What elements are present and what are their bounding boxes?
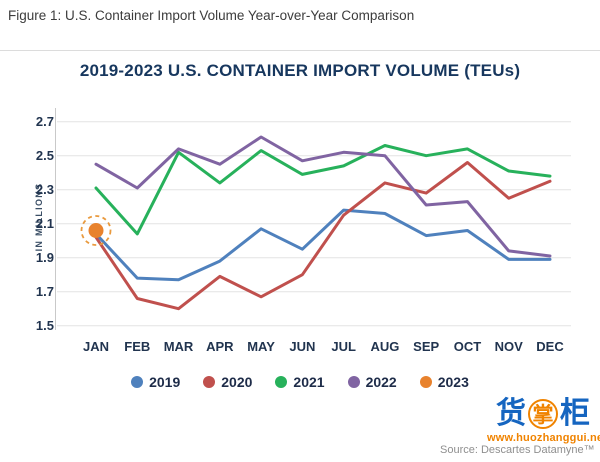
x-tick-label: OCT bbox=[453, 339, 482, 354]
legend-label: 2023 bbox=[437, 374, 469, 390]
watermark-char-huo: 货 bbox=[496, 397, 526, 430]
caption-divider bbox=[0, 50, 600, 51]
x-tick-label: AUG bbox=[370, 339, 400, 354]
x-tick-label: DEC bbox=[536, 339, 564, 354]
series-line-2022 bbox=[94, 135, 552, 258]
legend-label: 2019 bbox=[149, 374, 181, 390]
figure-caption: Figure 1: U.S. Container Import Volume Y… bbox=[8, 8, 415, 23]
legend-dot-2022 bbox=[347, 376, 360, 388]
legend-dot-2023 bbox=[419, 376, 432, 388]
legend-item-2022: 2022 bbox=[347, 374, 397, 390]
series-line-2019 bbox=[94, 208, 552, 282]
legend-label: 2022 bbox=[365, 374, 397, 390]
x-tick-label: JUN bbox=[289, 339, 316, 354]
watermark-url: www.huozhanggui.net bbox=[487, 432, 600, 444]
series-line-2020 bbox=[94, 161, 552, 311]
series-line-2021 bbox=[94, 144, 552, 236]
legend-item-2023: 2023 bbox=[419, 374, 469, 390]
chart-legend: 2019 2020 2021 2022 2023 bbox=[0, 374, 600, 390]
watermark-logo: 货 掌 柜 www.huozhanggui.net bbox=[487, 397, 600, 444]
x-tick-label: FEB bbox=[124, 339, 151, 354]
x-tick-label: APR bbox=[206, 339, 234, 354]
source-credit: Source: Descartes Datamyne™ bbox=[440, 444, 595, 456]
series-point-2023 bbox=[88, 223, 104, 238]
chart-title: 2019-2023 U.S. CONTAINER IMPORT VOLUME (… bbox=[79, 61, 521, 80]
y-tick-label: 1.5 bbox=[35, 317, 54, 333]
legend-item-2021: 2021 bbox=[275, 374, 325, 390]
highlight-dashed-circle bbox=[80, 215, 112, 246]
legend-dot-2019 bbox=[131, 376, 144, 388]
y-tick-label: 1.7 bbox=[35, 283, 54, 299]
x-tick-label: MAY bbox=[247, 339, 275, 354]
x-tick-label: JAN bbox=[82, 339, 109, 354]
y-tick-label: 2.5 bbox=[35, 147, 54, 163]
legend-label: 2021 bbox=[293, 374, 325, 390]
y-tick-label: 2.1 bbox=[35, 215, 54, 231]
y-tick-label: 2.7 bbox=[35, 113, 54, 129]
watermark-char-zhang-circle: 掌 bbox=[528, 399, 558, 429]
legend-item-2019: 2019 bbox=[131, 374, 180, 390]
legend-dot-2021 bbox=[275, 376, 288, 388]
y-tick-label: 1.9 bbox=[35, 249, 54, 265]
watermark-char-gui: 柜 bbox=[560, 397, 590, 430]
x-tick-label: MAR bbox=[163, 339, 194, 354]
y-tick-label: 2.3 bbox=[35, 181, 54, 197]
x-tick-label: NOV bbox=[494, 339, 523, 354]
legend-dot-2020 bbox=[203, 376, 216, 388]
legend-label: 2020 bbox=[221, 374, 253, 390]
legend-item-2020: 2020 bbox=[203, 374, 252, 390]
x-tick-label: SEP bbox=[413, 339, 440, 354]
x-tick-label: JUL bbox=[331, 339, 356, 354]
